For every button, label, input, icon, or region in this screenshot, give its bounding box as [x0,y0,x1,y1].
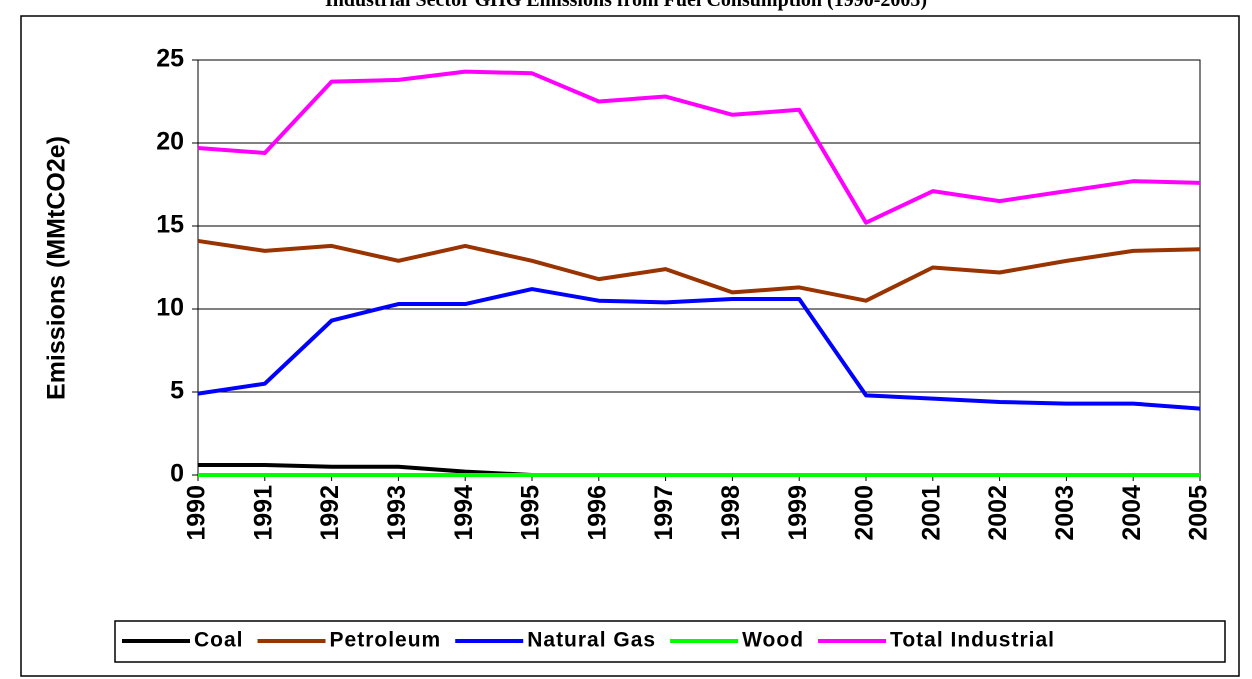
chart-title: Industrial Sector GHG Emissions from Fue… [325,0,927,11]
legend: Coal Petroleum Natural Gas Wood Total Indust… [114,620,1226,663]
x-tick-label: 1995 [517,485,545,541]
x-tick-label: 1996 [583,485,611,541]
x-tick-label: 1994 [450,485,478,541]
legend-label: Petroleum [330,629,442,652]
y-tick-label: 0 [170,460,184,488]
x-tick-label: 2003 [1051,485,1079,541]
plot-area [197,59,1201,476]
series-line [197,238,1201,303]
x-tick-label: 1992 [316,485,344,541]
x-tick-label: 1990 [183,485,211,541]
x-tick-label: 2004 [1118,485,1146,541]
chart-frame [20,15,1240,677]
x-tick-label: 2005 [1185,485,1213,541]
legend-label: Natural Gas [527,629,656,652]
x-tick-label: 2002 [984,485,1012,541]
y-tick-label: 5 [170,377,184,405]
x-tick-label: 1991 [249,485,277,541]
x-tick-label: 2001 [917,485,945,541]
x-tick-label: 2000 [851,485,879,541]
x-tick-label: 1998 [717,485,745,541]
y-tick-label: 10 [156,294,184,322]
x-tick-label: 1993 [383,485,411,541]
x-tick-label: 1999 [784,485,812,541]
y-tick-label: 15 [156,211,184,239]
legend-label: Wood [742,629,804,652]
x-tick-label: 1997 [650,485,678,541]
series-line [197,287,1201,411]
legend-label: Total Industrial [890,629,1055,652]
y-tick-label: 25 [156,45,184,73]
y-axis-label: Emissions (MMtCO2e) [43,136,71,400]
legend-label: Coal [194,629,244,652]
series-line [197,69,1201,225]
y-tick-label: 20 [156,128,184,156]
